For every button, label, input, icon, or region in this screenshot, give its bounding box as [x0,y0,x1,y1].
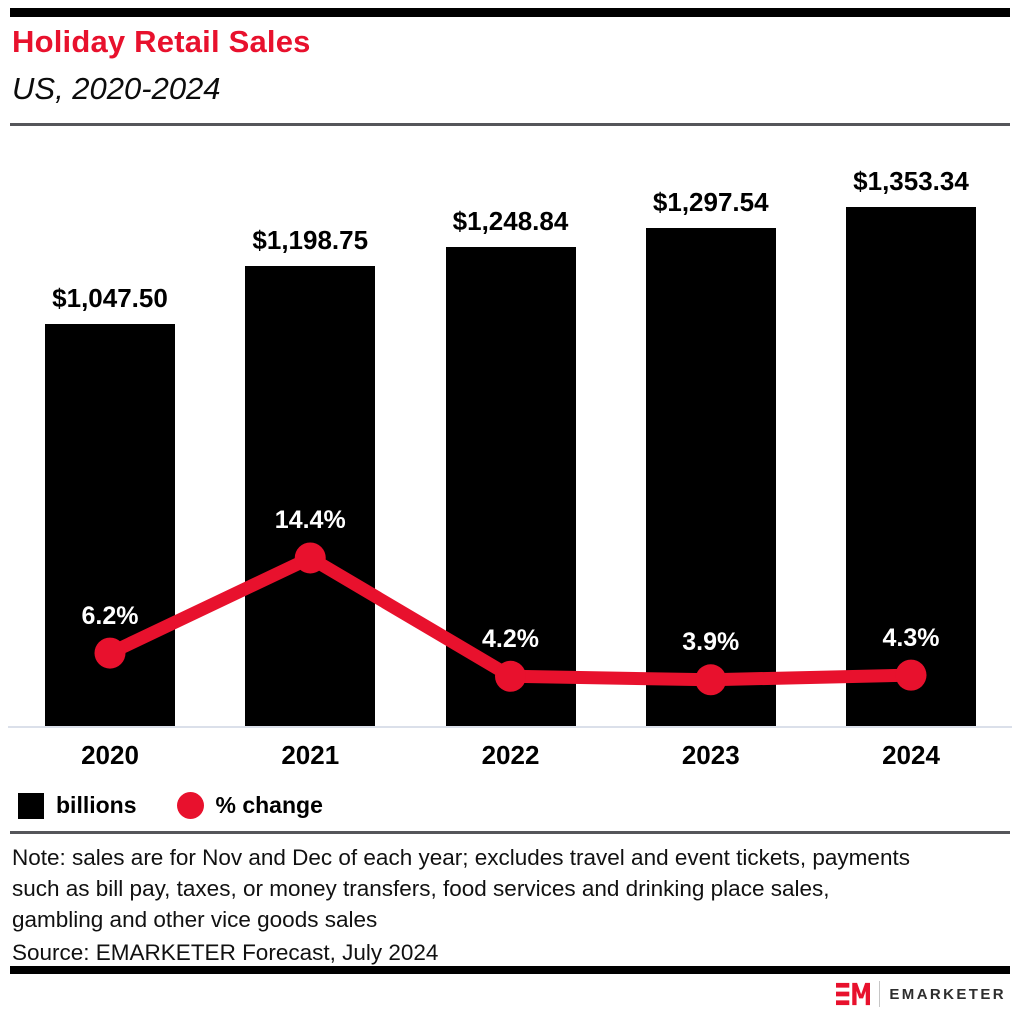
bar-2020 [45,324,175,726]
pct-change-label-2022: 4.2% [482,624,539,653]
footer-divider [10,831,1010,834]
x-axis-label-2021: 2021 [281,740,340,770]
pct-change-circle-icon [176,792,204,819]
bar-2022 [445,246,576,726]
bar-value-label-2024: $1,353.34 [853,165,969,196]
header-divider [10,123,1010,126]
x-axis-label-2022: 2022 [481,740,540,770]
bar-value-label-2023: $1,297.54 [652,187,769,218]
bottom-accent-bar [10,966,1010,974]
x-axis-label-2023: 2023 [681,740,740,770]
pct-change-label-2021: 14.4% [274,506,346,535]
top-accent-bar [10,8,1010,17]
note-text: Note: sales are for Nov and Dec of each … [12,842,910,935]
chart-legend: billions % change [18,792,323,819]
billions-square-icon [18,792,44,819]
bar-2021 [245,266,376,726]
pct-change-label-2020: 6.2% [81,601,139,630]
logo-divider [878,981,881,1007]
x-axis-label-2024: 2024 [882,740,940,770]
pct-change-label-2023: 3.9% [682,628,740,657]
chart-title: Holiday Retail Sales [12,24,311,59]
note-line: gambling and other vice goods sales [12,907,378,932]
emarketer-logo: EMARKETER [835,981,1006,1007]
bar-value-label-2022: $1,248.84 [452,205,569,236]
note-line: such as bill pay, taxes, or money transf… [12,876,830,901]
legend-label-billions: billions [56,792,137,818]
legend-item-billions: billions [18,792,137,819]
pct-change-label-2024: 4.3% [882,623,940,652]
em-monogram-icon [835,982,870,1006]
emarketer-wordmark: EMARKETER [889,985,1006,1003]
legend-label-pct-change: % change [215,792,323,818]
legend-item-pct-change: % change [176,792,323,819]
note-line: Note: sales are for Nov and Dec of each … [12,845,910,870]
bar-value-label-2021: $1,198.75 [252,225,369,256]
source-text: Source: EMARKETER Forecast, July 2024 [12,940,439,965]
x-axis-line [8,726,1012,728]
bar-value-label-2020: $1,047.50 [52,283,168,314]
x-axis-label-2020: 2020 [81,740,139,770]
chart-subtitle: US, 2020-2024 [12,71,221,106]
